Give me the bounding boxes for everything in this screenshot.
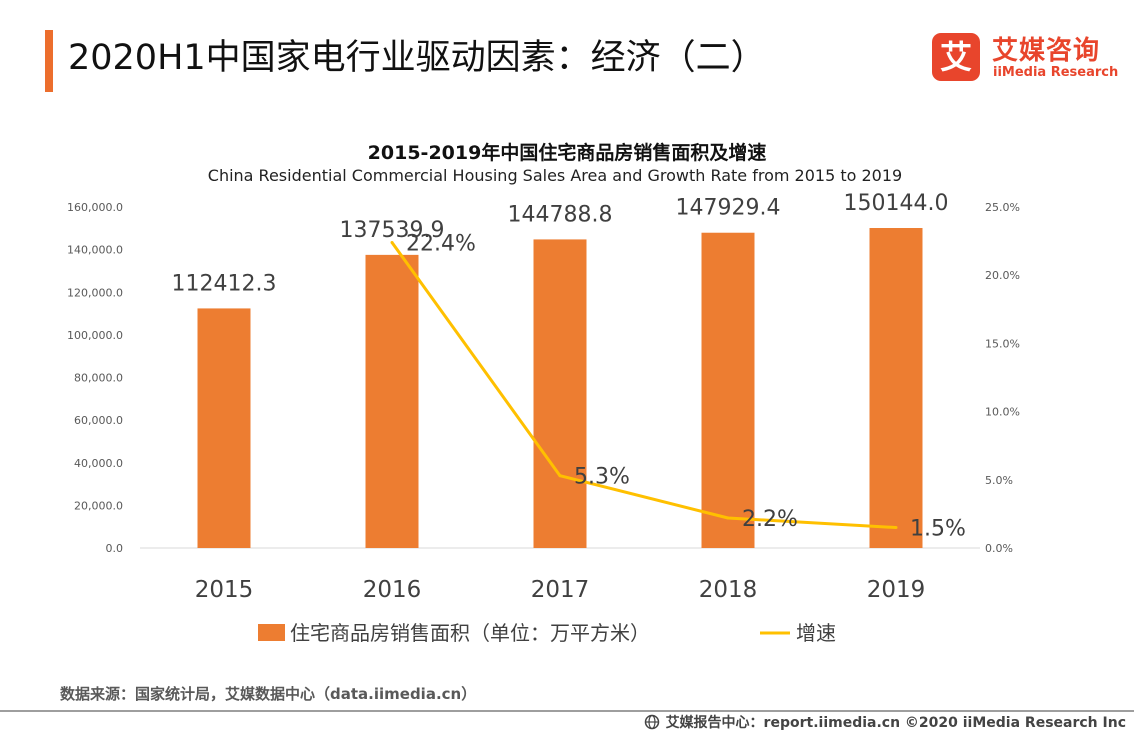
data-source-note: 数据来源：国家统计局，艾媒数据中心（data.iimedia.cn） — [60, 685, 477, 703]
bar — [197, 308, 251, 548]
y-right-tick-label: 0.0% — [985, 542, 1013, 555]
y-right-tick-label: 5.0% — [985, 474, 1013, 487]
y-left-tick-label: 100,000.0 — [67, 329, 123, 342]
globe-icon — [644, 714, 659, 730]
y-left-tick-label: 80,000.0 — [74, 372, 123, 385]
bar — [365, 254, 419, 548]
bar — [869, 228, 923, 548]
bar-data-label: 147929.4 — [676, 196, 781, 221]
bar-data-label: 137539.9 — [340, 218, 445, 243]
x-tick-label: 2015 — [195, 577, 254, 603]
y-left-tick-label: 0.0 — [106, 542, 124, 555]
growth-rate-line — [390, 241, 897, 530]
legend-bar-label: 住宅商品房销售面积（单位：万平方米） — [290, 621, 650, 645]
x-tick-label: 2018 — [699, 577, 758, 603]
growth-rate-point — [726, 516, 730, 520]
growth-rate-point — [390, 240, 394, 244]
bar-data-label: 150144.0 — [844, 191, 949, 216]
growth-rate-label: 1.5% — [910, 517, 966, 542]
bar-data-label: 112412.3 — [172, 271, 277, 296]
y-left-tick-label: 120,000.0 — [67, 286, 123, 299]
x-tick-label: 2016 — [363, 577, 422, 603]
bar — [533, 239, 587, 548]
growth-rate-label: 2.2% — [742, 507, 798, 532]
logo-icon: 艾 — [932, 33, 980, 81]
x-tick-label: 2017 — [531, 577, 590, 603]
y-right-tick-label: 10.0% — [985, 406, 1020, 419]
y-left-tick-label: 60,000.0 — [74, 414, 123, 427]
page-title: 2020H1中国家电行业驱动因素：经济（二） — [68, 38, 766, 78]
growth-rate-point — [894, 526, 898, 530]
title-accent-bar — [45, 30, 53, 92]
y-left-tick-label: 140,000.0 — [67, 244, 123, 257]
chart-subtitle: China Residential Commercial Housing Sal… — [207, 166, 903, 185]
y-left-tick-label: 40,000.0 — [74, 457, 123, 470]
y-left-tick-label: 160,000.0 — [67, 201, 123, 214]
footer-divider — [0, 710, 1134, 712]
y-right-tick-label: 15.0% — [985, 337, 1020, 350]
legend-line-label: 增速 — [796, 621, 836, 645]
footer: 艾媒报告中心：report.iimedia.cn ©2020 iiMedia R… — [644, 712, 1126, 732]
y-left-tick-label: 20,000.0 — [74, 499, 123, 512]
growth-rate-label: 5.3% — [574, 465, 630, 490]
y-right-tick-label: 25.0% — [985, 201, 1020, 214]
logo-chinese-name: 艾媒咨询 — [992, 36, 1101, 66]
bar — [701, 232, 755, 548]
bar-data-label: 144788.8 — [508, 202, 613, 227]
growth-rate-point — [558, 474, 562, 478]
logo-english-name: iiMedia Research — [993, 65, 1119, 80]
brand-logo: 艾 艾媒咨询 iiMedia Research — [932, 33, 1122, 85]
footer-text: 艾媒报告中心：report.iimedia.cn ©2020 iiMedia R… — [665, 715, 1126, 731]
chart-title: 2015-2019年中国住宅商品房销售面积及增速 — [367, 142, 767, 164]
growth-rate-label: 22.4% — [406, 231, 476, 256]
legend-bar-swatch — [258, 624, 285, 641]
y-right-tick-label: 20.0% — [985, 269, 1020, 282]
x-tick-label: 2019 — [867, 577, 926, 603]
